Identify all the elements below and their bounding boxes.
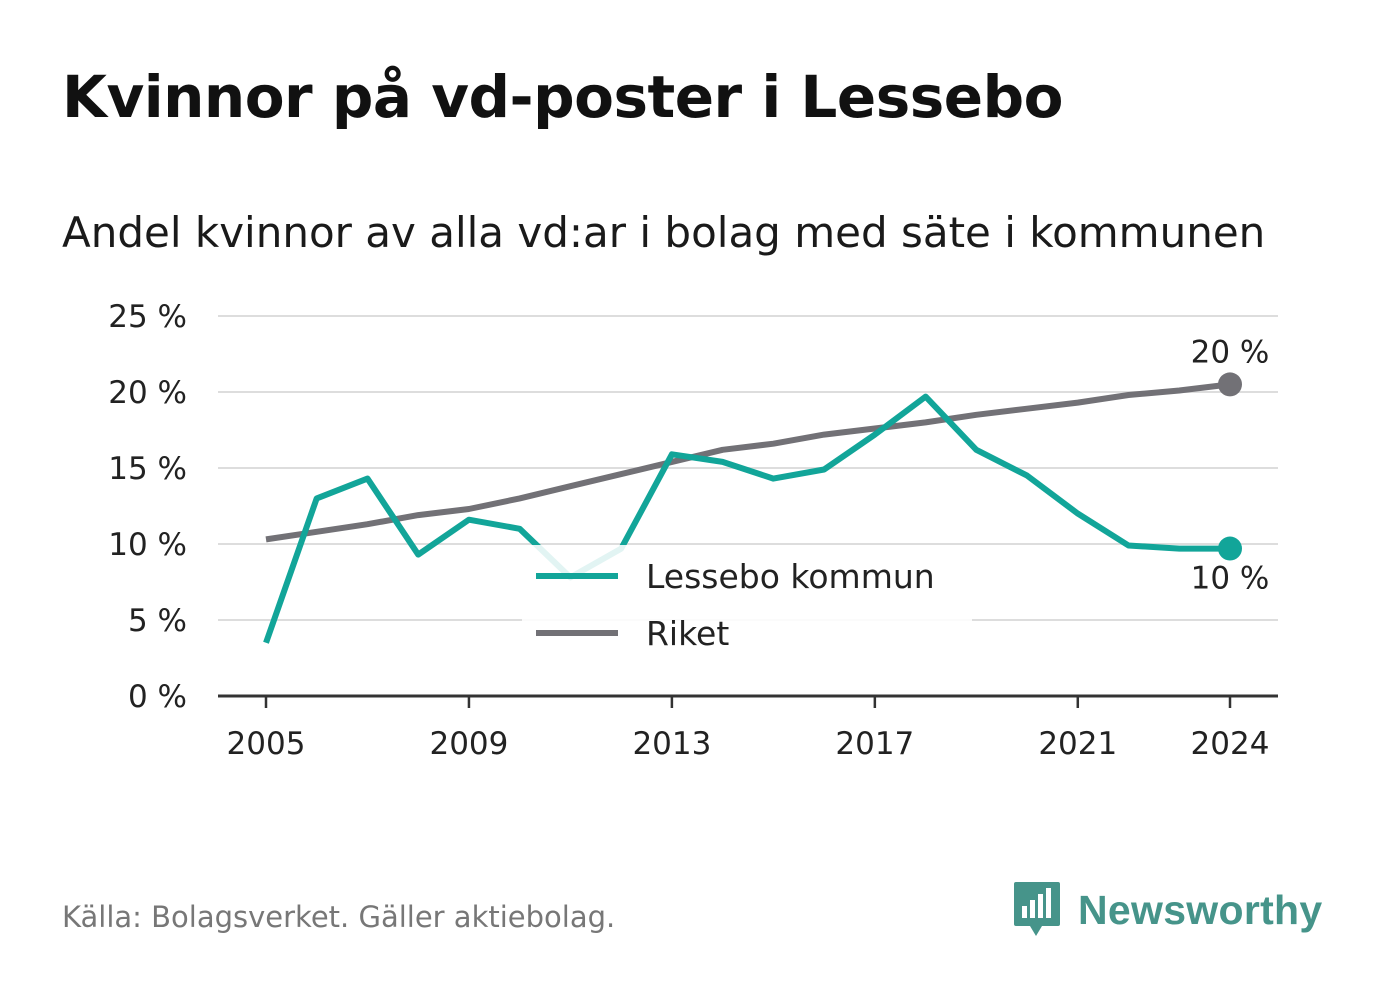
end-value-label: 10 % [1191,561,1270,597]
y-tick-label: 10 % [108,527,187,563]
source-note: Källa: Bolagsverket. Gäller aktiebolag. [62,900,616,934]
brand-name: Newsworthy [1078,886,1323,933]
chart-title: Kvinnor på vd-poster i Lessebo [62,63,1063,131]
end-point-marker [1218,536,1242,561]
x-tick-label: 2021 [1038,726,1117,762]
legend-items: Lessebo kommun Riket [536,557,935,653]
chart-subtitle: Andel kvinnor av alla vd:ar i bolag med … [62,208,1266,257]
y-axis-tick-labels: 0 % 5 % 10 % 15 % 20 % 25 % [108,299,187,715]
y-tick-label: 5 % [128,603,187,639]
end-value-label: 20 % [1191,334,1270,370]
x-tick-label: 2005 [227,726,306,762]
y-tick-label: 15 % [108,451,187,487]
newsworthy-bar-chart-bubble-icon [1014,882,1060,936]
x-axis: 2005 2009 2013 2017 2021 2024 [218,694,1278,762]
x-tick-label: 2024 [1191,726,1270,762]
series-line-riket [265,381,1231,543]
y-tick-label: 25 % [108,299,187,335]
series-line-lessebo [263,393,1230,644]
x-tick-label: 2017 [835,726,914,762]
newsworthy-logo: Newsworthy [1012,880,1323,940]
end-markers: 10 % 20 % [1191,334,1270,596]
legend-label: Riket [646,614,729,653]
x-tick-label: 2013 [632,726,711,762]
legend-background [522,545,972,663]
x-tick-label: 2009 [429,726,508,762]
series-layer [263,381,1231,644]
legend-label: Lessebo kommun [646,557,935,596]
y-tick-label: 0 % [128,679,187,715]
y-tick-label: 20 % [108,375,187,411]
end-point-marker [1218,372,1242,397]
legend: Lessebo kommun Riket [522,545,972,663]
